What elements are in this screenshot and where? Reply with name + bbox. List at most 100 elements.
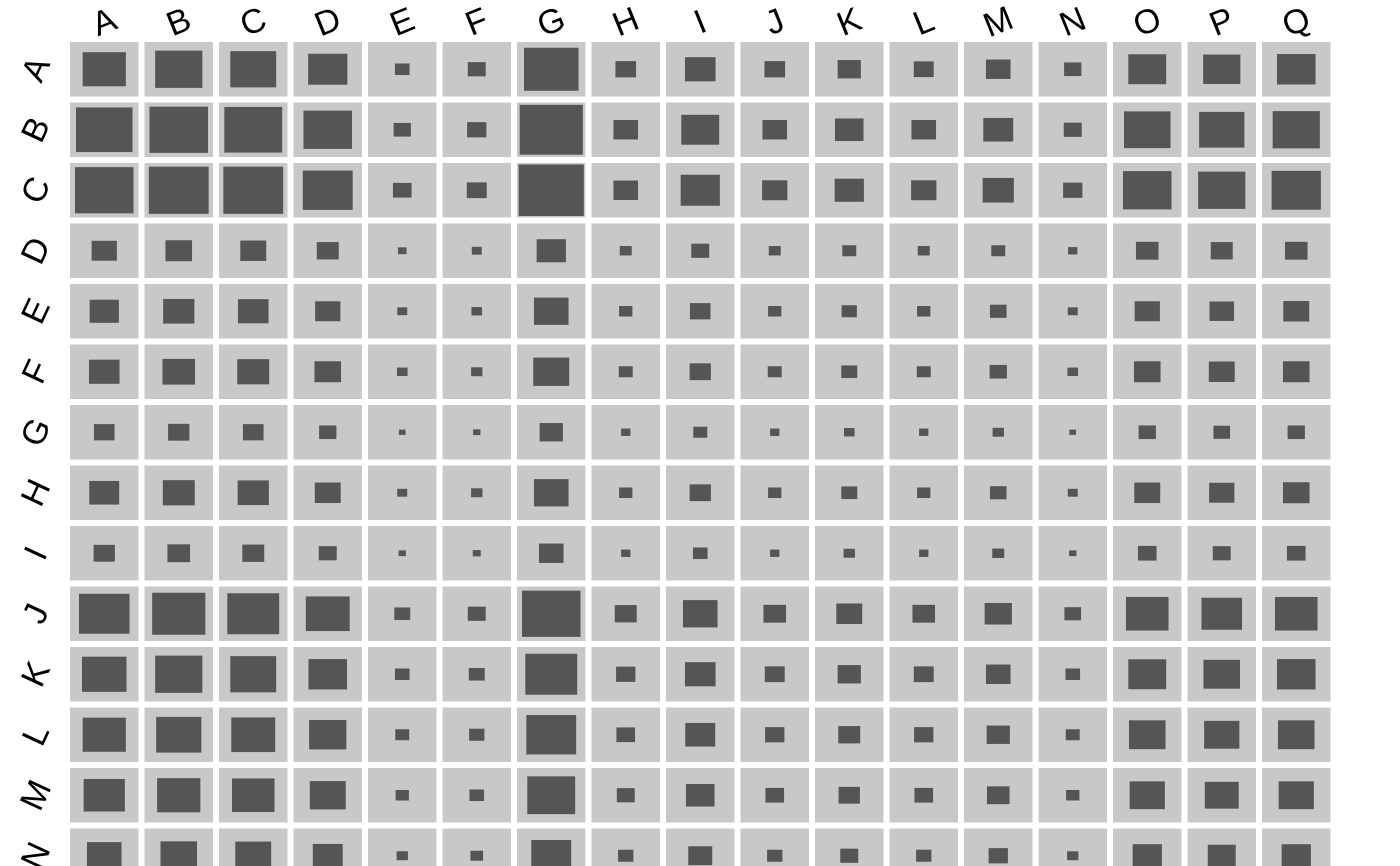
column-label-L: L [908, 1, 940, 43]
cell-square-M-P [1204, 781, 1239, 809]
cell-square-M-L [914, 787, 934, 803]
cell-square-B-E [393, 122, 411, 137]
cell-square-M-A [83, 778, 125, 812]
cell-square-F-E [396, 367, 408, 376]
cell-square-D-J [768, 246, 781, 256]
cell-square-F-J [767, 366, 782, 378]
cell-square-M-N [1066, 790, 1080, 801]
cell-square-A-J [764, 61, 786, 78]
cell-square-H-M [989, 486, 1007, 500]
cell-square-A-E [394, 63, 410, 76]
cell-square-E-H [619, 306, 633, 317]
cell-square-G-K [843, 428, 855, 437]
cell-square-D-I [691, 243, 710, 258]
cell-square-K-O [1128, 659, 1167, 690]
cell-square-K-D [308, 659, 348, 690]
cell-square-C-M [982, 177, 1014, 203]
cell-square-H-P [1209, 482, 1235, 503]
cell-square-A-M [985, 59, 1011, 79]
cell-square-N-G [531, 840, 572, 866]
cell-square-D-L [917, 246, 930, 256]
cell-square-H-A [89, 480, 120, 505]
cell-square-F-B [162, 358, 196, 385]
cell-square-C-H [613, 180, 639, 200]
row-label-E: E [14, 293, 58, 330]
cell-square-E-N [1067, 307, 1078, 316]
cell-square-H-C [237, 480, 269, 506]
cell-square-M-B [157, 778, 201, 813]
cell-square-I-O [1137, 545, 1157, 561]
cell-square-I-D [318, 546, 337, 561]
cell-square-I-C [242, 544, 265, 562]
cell-square-K-N [1065, 668, 1081, 681]
cell-square-F-K [841, 365, 858, 379]
cell-square-M-C [231, 778, 275, 813]
cell-background-N-E [368, 828, 437, 866]
cell-square-C-P [1198, 171, 1246, 209]
cell-square-J-F [467, 606, 486, 621]
cell-square-L-F [469, 728, 485, 741]
cell-square-C-N [1063, 182, 1083, 198]
cell-square-M-G [527, 776, 576, 815]
cell-square-N-J [767, 849, 783, 862]
cell-square-J-A [78, 593, 130, 634]
cell-square-D-P [1210, 242, 1233, 260]
cell-square-H-F [471, 488, 483, 498]
cell-square-A-Q [1276, 54, 1316, 85]
row-label-J: J [15, 598, 57, 629]
cell-square-I-Q [1286, 545, 1306, 561]
cell-square-I-M [992, 548, 1005, 558]
cell-square-J-Q [1274, 596, 1318, 631]
row-label-N: N [14, 837, 59, 866]
column-label-A: A [87, 0, 123, 44]
column-label-P: P [1204, 0, 1239, 44]
cell-square-G-F [473, 429, 481, 436]
cell-square-B-A [75, 107, 133, 153]
cell-square-N-O [1132, 844, 1162, 866]
cell-square-C-E [392, 182, 412, 198]
cell-square-H-J [768, 487, 782, 498]
cell-square-I-B [167, 544, 191, 563]
cell-square-I-J [770, 549, 780, 557]
cell-square-L-O [1128, 720, 1166, 750]
column-label-O: O [1128, 0, 1167, 45]
column-label-D: D [309, 0, 346, 44]
row-label-M: M [13, 774, 59, 816]
row-label-K: K [14, 656, 58, 693]
cell-square-F-L [916, 366, 931, 378]
column-label-J: J [760, 1, 790, 43]
cell-square-K-P [1203, 659, 1241, 689]
cell-square-F-M [989, 364, 1007, 379]
cell-square-J-N [1064, 607, 1082, 621]
cell-square-H-Q [1282, 482, 1310, 504]
cell-square-E-O [1134, 301, 1160, 322]
cell-square-E-M [989, 304, 1007, 318]
cell-square-B-N [1063, 122, 1082, 137]
cell-square-A-C [230, 51, 277, 88]
cell-square-E-E [397, 307, 408, 316]
cell-square-D-G [536, 239, 566, 263]
cell-square-J-H [614, 605, 637, 623]
cell-square-H-K [841, 486, 858, 500]
cell-square-I-A [93, 544, 115, 562]
cell-square-D-O [1135, 241, 1159, 260]
cell-square-N-F [470, 850, 484, 861]
cell-square-B-H [613, 120, 639, 140]
cell-square-I-P [1212, 546, 1231, 561]
cell-square-K-F [468, 667, 485, 681]
cell-square-G-A [93, 424, 115, 441]
cell-square-K-J [764, 666, 785, 683]
cell-square-J-I [682, 600, 718, 628]
cell-square-G-N [1069, 429, 1077, 435]
cell-square-B-P [1199, 111, 1245, 148]
cell-square-B-F [467, 122, 487, 138]
cell-square-M-J [765, 787, 785, 803]
cell-square-A-B [155, 50, 203, 88]
cell-square-E-K [841, 305, 857, 318]
cell-square-N-E [396, 851, 408, 861]
cell-square-N-C [235, 841, 272, 866]
cell-square-K-L [913, 666, 934, 683]
cell-square-C-D [302, 170, 353, 210]
